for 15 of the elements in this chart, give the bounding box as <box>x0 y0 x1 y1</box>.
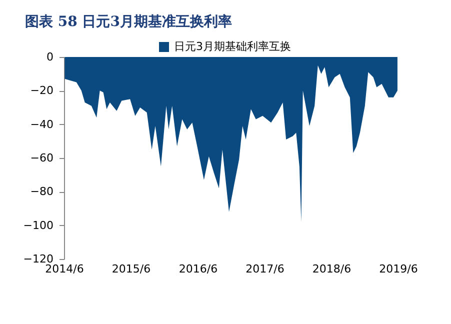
y-tick-label: −60 <box>30 152 54 164</box>
x-tick-label: 2014/6 <box>45 262 84 276</box>
y-tick-label: −80 <box>30 185 54 198</box>
x-tick-label: 2016/6 <box>178 262 218 276</box>
y-tick-label: −100 <box>23 218 54 232</box>
x-tick-label: 2017/6 <box>246 262 284 276</box>
y-tick-label: −20 <box>30 84 54 98</box>
y-tick-label: −120 <box>23 252 54 266</box>
y-tick-label: 0 <box>46 50 54 64</box>
x-tick-label: 2015/6 <box>112 262 151 276</box>
x-tick-label: 2019/6 <box>379 262 418 276</box>
chart-title: 图表 58 日元3月期基准互换利率 <box>25 13 232 30</box>
x-tick-label: 2018/6 <box>312 262 352 276</box>
y-tick-label: −40 <box>30 118 54 131</box>
legend-label: 日元3月期基础利率互换 <box>174 40 291 53</box>
